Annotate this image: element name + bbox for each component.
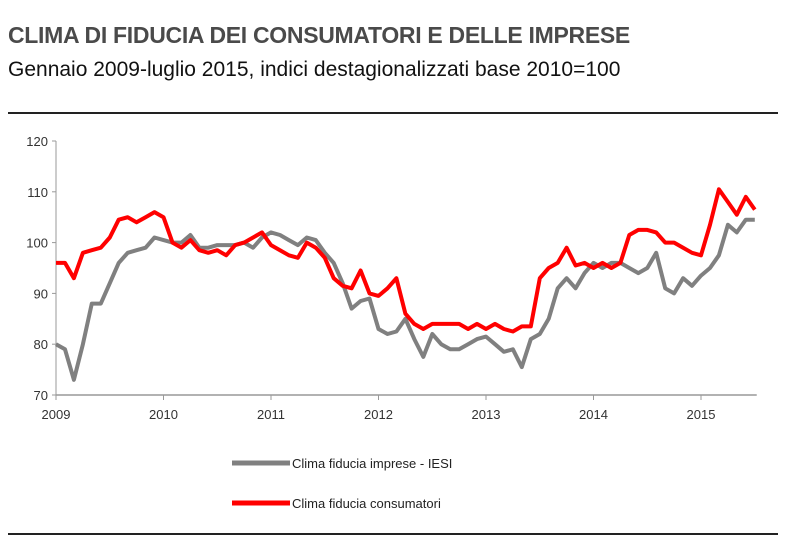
legend-label: Clima fiducia imprese - IESI bbox=[292, 456, 452, 471]
y-tick-label: 70 bbox=[34, 388, 48, 403]
series-line-imprese bbox=[55, 217, 755, 382]
chart-title: CLIMA DI FIDUCIA DEI CONSUMATORI E DELLE… bbox=[8, 22, 630, 48]
y-tick-label: 100 bbox=[26, 236, 48, 251]
y-tick-label: 80 bbox=[34, 337, 48, 352]
x-tick-label: 2009 bbox=[42, 407, 71, 422]
x-tick-label: 2012 bbox=[364, 407, 393, 422]
x-tick-label: 2015 bbox=[687, 407, 716, 422]
x-tick-label: 2011 bbox=[257, 407, 285, 422]
x-tick-label: 2014 bbox=[579, 407, 608, 422]
x-tick-label: 2013 bbox=[472, 407, 501, 422]
y-tick-label: 110 bbox=[27, 185, 48, 200]
y-tick-label: 90 bbox=[34, 286, 48, 301]
chart-subtitle: Gennaio 2009-luglio 2015, indici destagi… bbox=[8, 58, 621, 81]
legend-label: Clima fiducia consumatori bbox=[292, 496, 441, 511]
top-divider bbox=[8, 112, 778, 114]
series-line-consumatori bbox=[56, 187, 757, 334]
x-tick-label: 2010 bbox=[149, 407, 178, 422]
bottom-divider bbox=[8, 533, 778, 535]
y-tick-label: 120 bbox=[26, 134, 48, 149]
